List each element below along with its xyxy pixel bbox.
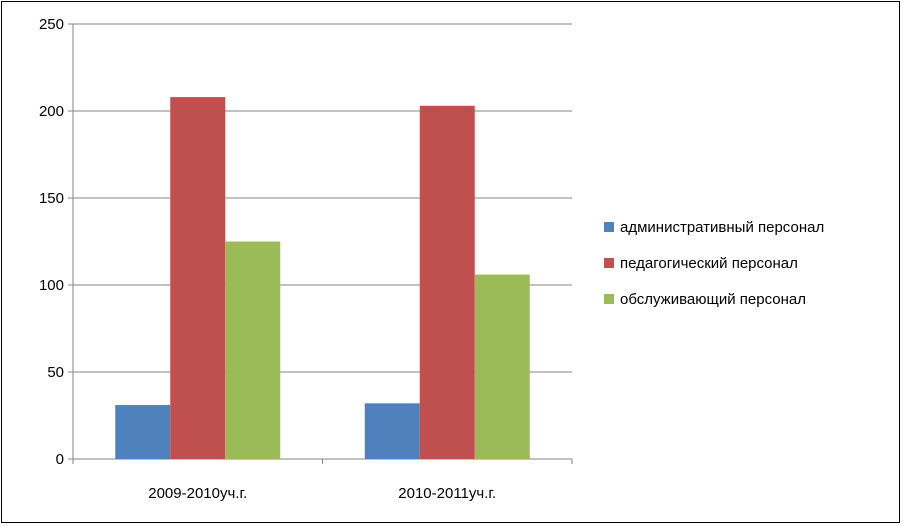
legend-label: педагогический персонал xyxy=(620,255,798,272)
x-tick-label: 2010-2011уч.г. xyxy=(398,485,496,502)
legend-swatch xyxy=(604,258,614,268)
bars xyxy=(115,97,530,459)
bar xyxy=(225,241,281,459)
y-tick-label: 250 xyxy=(39,16,64,33)
bar xyxy=(474,274,530,459)
legend-label: обслуживающий персонал xyxy=(620,291,806,308)
legend-swatch xyxy=(604,222,614,232)
legend-label: административный персонал xyxy=(620,219,824,236)
bar xyxy=(419,105,475,459)
bar xyxy=(364,403,420,459)
y-tick-label: 50 xyxy=(47,364,64,381)
x-tick-label: 2009-2010уч.г. xyxy=(148,485,247,502)
bar xyxy=(115,405,171,459)
y-tick-label: 0 xyxy=(56,451,64,468)
y-tick-label: 150 xyxy=(39,190,64,207)
legend-swatch xyxy=(604,294,614,304)
legend: административный персонал педагогический … xyxy=(604,219,824,308)
y-tick-label: 100 xyxy=(39,277,64,294)
y-tick-labels: 0 50 100 150 200 250 xyxy=(39,16,64,468)
y-tick-label: 200 xyxy=(39,103,64,120)
bar xyxy=(170,97,226,459)
x-tick-labels: 2009-2010уч.г. 2010-2011уч.г. xyxy=(148,485,496,502)
